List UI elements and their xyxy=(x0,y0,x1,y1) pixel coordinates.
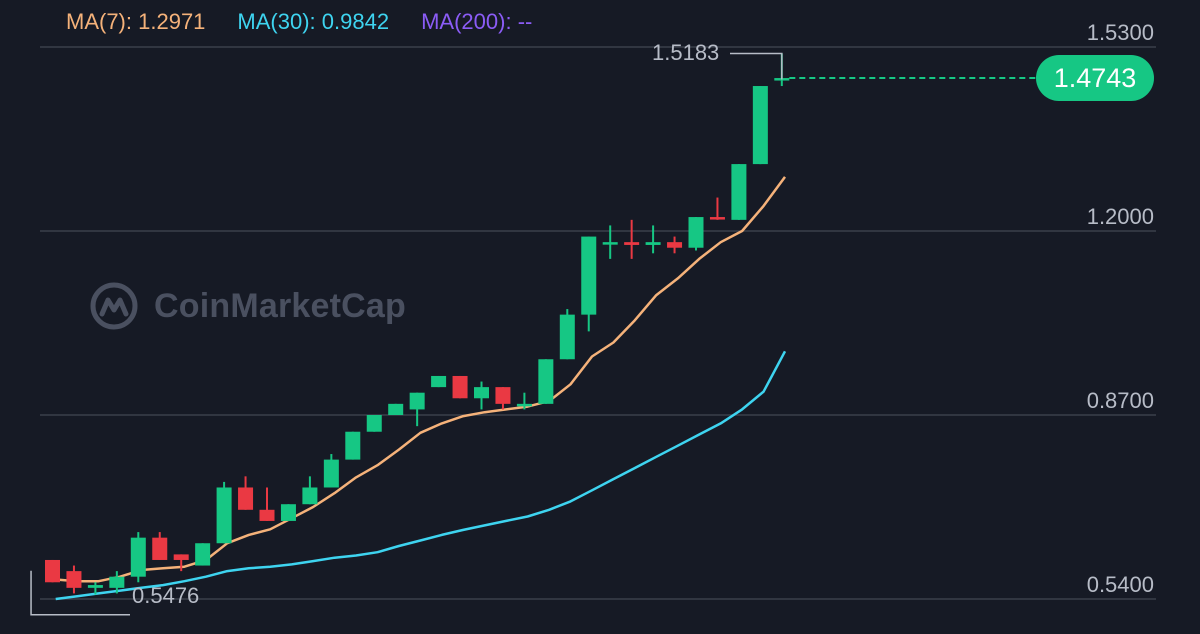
watermark: CoinMarketCap xyxy=(88,280,406,332)
candle xyxy=(130,532,146,583)
candle-body xyxy=(709,217,725,220)
candle-body xyxy=(495,387,511,404)
candle xyxy=(602,225,618,259)
ma7-line xyxy=(55,176,787,583)
candle xyxy=(259,487,275,521)
candle-body xyxy=(409,392,425,410)
candle-body xyxy=(474,387,489,399)
candle-body xyxy=(731,164,747,220)
indicator-legend: MA(7): 1.2971 MA(30): 0.9842 MA(200): -- xyxy=(66,8,532,36)
high-marker-line xyxy=(730,52,783,80)
low-marker-line xyxy=(30,570,130,616)
ma30-line xyxy=(55,350,787,601)
ma200-label: MA(200): xyxy=(421,9,512,34)
ma30-series xyxy=(55,350,787,601)
candle xyxy=(709,197,725,220)
candle xyxy=(238,476,254,510)
ma7-value: 1.2971 xyxy=(138,9,206,34)
candle-body xyxy=(109,576,125,588)
candle-body xyxy=(667,242,683,248)
candle xyxy=(345,431,361,460)
candle xyxy=(538,359,554,404)
ma7-series xyxy=(55,176,787,583)
candle-body xyxy=(152,537,168,560)
ma200-value: -- xyxy=(517,9,533,34)
candle xyxy=(323,454,339,488)
candle-body xyxy=(431,375,447,388)
candle xyxy=(87,582,103,595)
candle-body xyxy=(624,242,640,245)
candle-body xyxy=(259,509,275,521)
candle-body xyxy=(581,236,597,315)
candle xyxy=(645,225,661,254)
candle-body xyxy=(388,403,404,415)
candle xyxy=(45,559,60,583)
y-tick-label: 1.2000 xyxy=(1086,204,1154,229)
high-label: 1.5183 xyxy=(652,40,720,65)
candle xyxy=(581,236,597,332)
candle xyxy=(366,415,382,432)
candle xyxy=(624,219,640,259)
candle-body xyxy=(173,554,189,560)
candle xyxy=(302,476,318,505)
candle xyxy=(752,86,768,165)
grid-lines xyxy=(40,46,1156,600)
candle-body xyxy=(602,242,618,245)
candle xyxy=(173,554,189,572)
candle-body xyxy=(66,571,82,588)
candle xyxy=(495,387,511,410)
ma200-legend[interactable]: MA(200): -- xyxy=(421,8,532,36)
candle-body xyxy=(195,543,211,566)
candle xyxy=(388,403,404,415)
candle xyxy=(516,392,532,410)
candle xyxy=(559,309,575,360)
candles xyxy=(45,53,790,595)
high-low-markers xyxy=(30,52,1040,616)
candle-body xyxy=(559,314,575,360)
candle-body xyxy=(45,559,60,583)
ma30-label: MA(30): xyxy=(237,9,316,34)
candle-body xyxy=(688,217,704,248)
candle-body xyxy=(302,487,318,505)
ma30-value: 0.9842 xyxy=(321,9,390,34)
candle-body xyxy=(280,504,296,521)
candle xyxy=(667,236,683,254)
candle-body xyxy=(538,359,554,404)
ma30-legend[interactable]: MA(30): 0.9842 xyxy=(237,8,389,36)
candle-body xyxy=(216,487,232,544)
candle xyxy=(216,481,232,544)
candle xyxy=(109,571,125,594)
candle xyxy=(474,381,489,410)
candle xyxy=(66,565,82,594)
candle xyxy=(688,217,704,251)
candle-body xyxy=(516,403,532,407)
candle xyxy=(452,375,468,399)
candle-body xyxy=(87,585,103,588)
low-label: 0.5476 xyxy=(132,583,200,608)
candle xyxy=(431,375,447,388)
candle-body xyxy=(323,459,339,488)
candle xyxy=(195,543,211,566)
candle-body xyxy=(238,487,254,510)
y-tick-label: 0.8700 xyxy=(1086,388,1154,413)
last-price-tag: 1.4743 xyxy=(1036,55,1154,101)
candle-body xyxy=(752,86,768,165)
candle xyxy=(280,504,296,521)
candle-body xyxy=(366,415,382,432)
ma7-legend[interactable]: MA(7): 1.2971 xyxy=(66,8,205,36)
candle xyxy=(409,392,425,427)
watermark-text: CoinMarketCap xyxy=(154,286,406,325)
y-tick-label: 1.5300 xyxy=(1086,20,1154,45)
coinmarketcap-logo-icon xyxy=(90,282,138,330)
ma7-label: MA(7): xyxy=(66,9,132,34)
y-tick-label: 0.5400 xyxy=(1086,572,1154,597)
candle-body xyxy=(345,431,361,460)
candle-body xyxy=(130,537,146,577)
candle xyxy=(152,532,168,560)
candle-body xyxy=(452,375,468,399)
candle xyxy=(731,164,747,220)
candle-body xyxy=(645,242,661,245)
